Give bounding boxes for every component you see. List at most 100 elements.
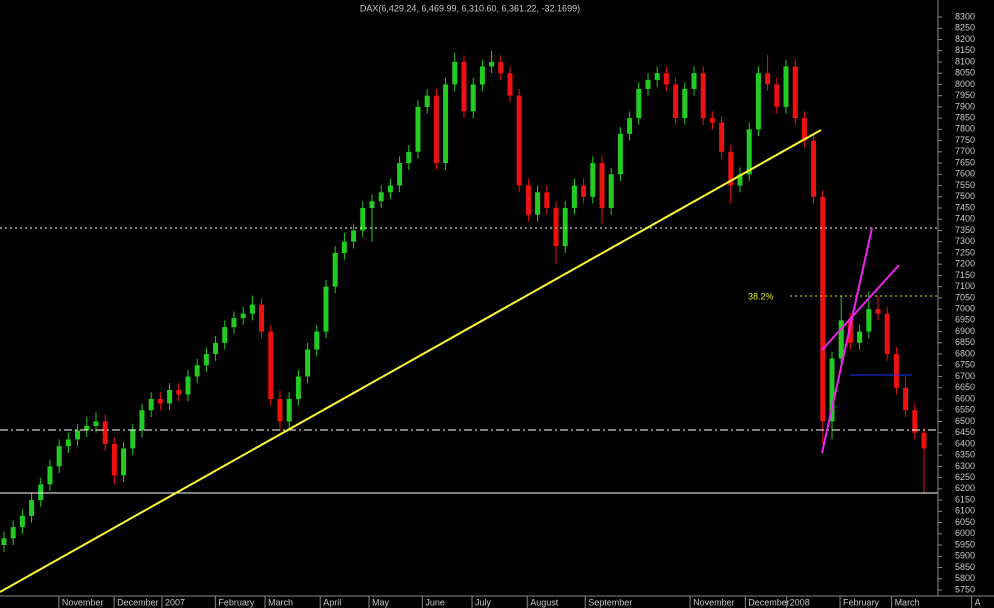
candle-body (341, 241, 347, 253)
candle-body (75, 430, 81, 440)
candle-body (378, 192, 384, 202)
x-tick-label: December (748, 597, 790, 607)
candle-body (673, 84, 679, 119)
x-tick-label: August (530, 597, 559, 607)
candle-body (259, 304, 265, 332)
x-tick-label: February (218, 597, 255, 607)
candle-body (489, 61, 495, 67)
y-tick-label: 7100 (955, 281, 975, 291)
y-tick-label: 6350 (955, 450, 975, 460)
candle-body (397, 163, 403, 186)
y-tick-label: 7500 (955, 191, 975, 201)
x-tick-label: December (117, 597, 159, 607)
y-tick-label: 7300 (955, 236, 975, 246)
candle-body (65, 439, 71, 447)
y-tick-label: 6050 (955, 517, 975, 527)
y-tick-label: 6300 (955, 461, 975, 471)
candle-body (332, 252, 338, 287)
y-tick-label: 5950 (955, 539, 975, 549)
y-tick-label: 7250 (955, 247, 975, 257)
y-tick-label: 8150 (955, 45, 975, 55)
candle-body (801, 118, 807, 141)
y-tick-label: 6800 (955, 348, 975, 358)
x-tick-label: A (975, 597, 981, 607)
candle-body (157, 398, 163, 404)
y-tick-label: 8250 (955, 23, 975, 33)
candle-body (535, 192, 541, 215)
candle-body (498, 61, 504, 74)
candle-body (875, 309, 881, 314)
candle-body (719, 122, 725, 152)
candle-body (617, 133, 623, 175)
x-tick-label: 2008 (790, 597, 810, 607)
annotation: 38.2% (748, 291, 774, 301)
candle-body (581, 185, 587, 197)
candle-body (820, 196, 826, 422)
y-tick-label: 6950 (955, 315, 975, 325)
x-tick-label: May (372, 597, 390, 607)
candle-body (847, 320, 853, 343)
y-tick-label: 6450 (955, 427, 975, 437)
candle-body (912, 410, 918, 433)
y-tick-label: 6500 (955, 416, 975, 426)
candle-body (470, 84, 476, 112)
candle-body (111, 443, 117, 476)
candle-body (479, 66, 485, 85)
candle-body (443, 84, 449, 164)
x-tick-label: February (843, 597, 880, 607)
chart-title: DAX(6,429.24, 6,469.99, 6,310.60, 6,361.… (360, 3, 580, 13)
candle-body (728, 151, 734, 186)
candle-body (360, 208, 366, 231)
y-tick-label: 5800 (955, 573, 975, 583)
candle-body (553, 208, 559, 247)
candle-body (323, 286, 329, 332)
y-tick-label: 8050 (955, 68, 975, 78)
y-tick-label: 7700 (955, 146, 975, 156)
candle-body (433, 95, 439, 164)
candle-body (663, 73, 669, 85)
candle-body (783, 66, 789, 107)
y-tick-label: 8300 (955, 11, 975, 21)
y-tick-label: 7800 (955, 124, 975, 134)
candle-body (167, 390, 173, 404)
y-tick-label: 7900 (955, 101, 975, 111)
candle-body (654, 73, 660, 80)
candle-body (387, 185, 393, 193)
candle-body (525, 185, 531, 215)
candle-body (737, 174, 743, 186)
channel-line (821, 227, 873, 454)
candle-body (792, 66, 798, 119)
candle-body (700, 73, 706, 119)
y-tick-label: 7050 (955, 292, 975, 302)
candle-body (305, 349, 311, 377)
y-tick-label: 7750 (955, 135, 975, 145)
candle-body (139, 410, 145, 431)
candle-body (599, 163, 605, 209)
candle-body (590, 163, 596, 197)
y-tick-label: 7550 (955, 180, 975, 190)
x-tick-label: June (425, 597, 445, 607)
candle-body (314, 331, 320, 350)
candle-body (755, 73, 761, 130)
candle-body (645, 79, 651, 89)
candle-body (351, 230, 357, 242)
candle-body (249, 304, 255, 314)
candle-body (903, 387, 909, 411)
candle-body (921, 432, 927, 449)
candle-body (19, 515, 25, 528)
candle-body (29, 500, 35, 516)
candle-body (102, 421, 108, 444)
x-tick-label: 2007 (165, 597, 185, 607)
y-tick-label: 7650 (955, 157, 975, 167)
y-tick-label: 7350 (955, 225, 975, 235)
candle-body (176, 390, 182, 395)
candle-body (765, 73, 771, 85)
candle-body (544, 192, 550, 209)
candle-body (636, 88, 642, 119)
y-tick-label: 5900 (955, 551, 975, 561)
y-tick-label: 6150 (955, 494, 975, 504)
y-tick-label: 5850 (955, 562, 975, 572)
